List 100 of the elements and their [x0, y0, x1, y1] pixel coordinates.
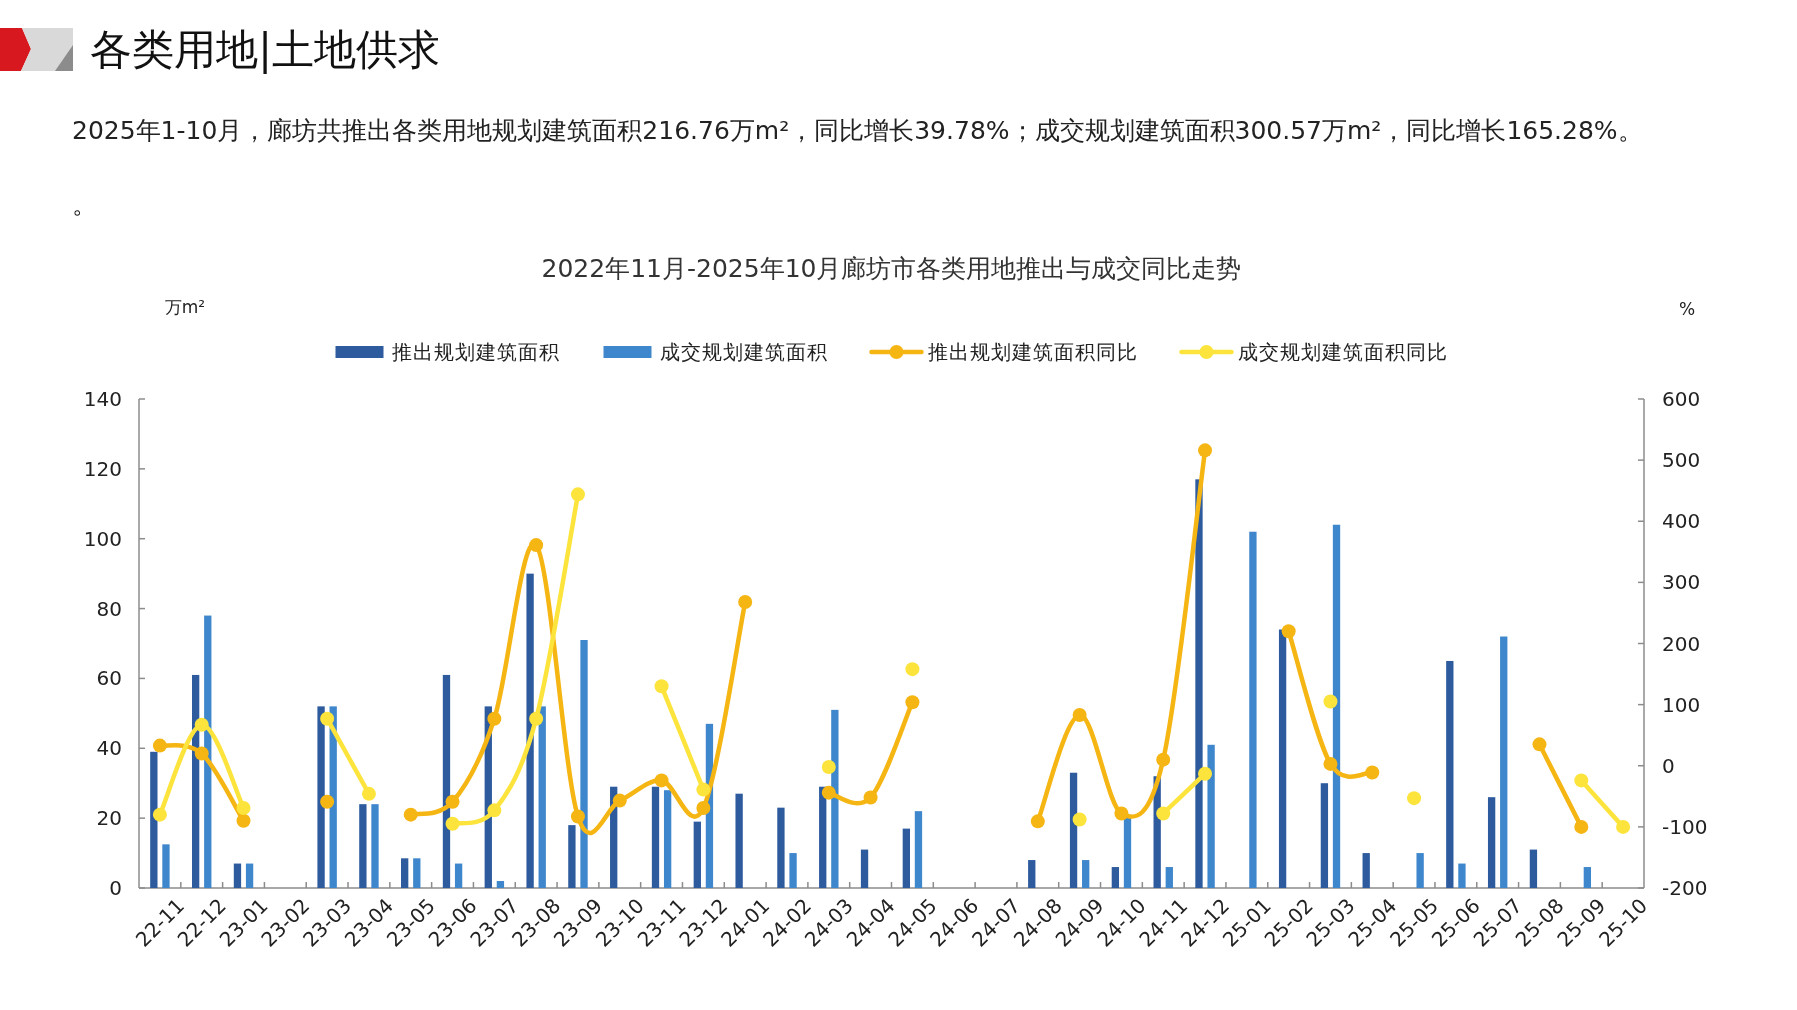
y2tick: 0: [1662, 753, 1675, 778]
point: [529, 711, 544, 726]
bar: [162, 844, 170, 888]
bar: [413, 858, 421, 888]
title: 2022年11月-2025年10月廊坊市各类用地推出与成交同比走势: [541, 253, 1242, 283]
bar: [693, 821, 701, 888]
point: [654, 773, 669, 788]
point: [654, 679, 669, 694]
bar: [150, 751, 158, 888]
point: [487, 803, 502, 818]
y2tick: 500: [1662, 448, 1701, 473]
point: [863, 790, 878, 805]
point: [1574, 773, 1589, 788]
point: [1156, 752, 1171, 767]
bar: [359, 804, 367, 888]
bar: [1529, 849, 1538, 888]
point: [570, 487, 585, 502]
bar: [538, 706, 546, 888]
legend-label: 成交规划建筑面积同比: [1237, 340, 1448, 364]
y2tick: -200: [1662, 876, 1708, 900]
bar: [860, 849, 869, 888]
ytick: 20: [96, 806, 122, 831]
bar: [1111, 867, 1120, 888]
bar: [1207, 744, 1215, 888]
point: [696, 782, 711, 797]
bar: [1028, 860, 1036, 888]
annotation: 。: [72, 189, 97, 219]
point: [1030, 814, 1045, 829]
bar: [568, 825, 576, 888]
bar: [777, 807, 785, 888]
y2tick: 300: [1662, 570, 1701, 595]
bar: [1165, 867, 1173, 888]
point: [612, 793, 627, 808]
point: [905, 662, 920, 677]
point: [1323, 756, 1338, 771]
bar: [663, 790, 672, 888]
point: [236, 800, 251, 815]
point: [152, 807, 167, 822]
bar: [1249, 531, 1257, 888]
point: [1198, 443, 1213, 458]
ytick: 40: [96, 736, 122, 761]
bar: [245, 863, 254, 888]
point: [152, 738, 167, 753]
y2tick: 400: [1662, 509, 1701, 534]
ytick: 0: [109, 876, 122, 900]
bar: [1069, 772, 1078, 888]
y2tick: 600: [1662, 387, 1701, 411]
point: [236, 813, 251, 828]
bar: [1082, 860, 1090, 888]
bar: [1500, 636, 1508, 888]
ytick: 140: [83, 387, 122, 411]
point: [1574, 819, 1589, 834]
point: [696, 800, 711, 815]
bar: [1362, 853, 1370, 888]
ytick: 80: [96, 596, 122, 621]
bar: [454, 863, 463, 888]
annotation: 各类用地|土地供求: [90, 24, 441, 74]
annotation: 2025年1-10月，廊坊共推出各类用地规划建筑面积216.76万m²，同比增长39.78%；成交规划建筑面积300.57万m²，同比增长165.28%。: [72, 115, 1643, 145]
y2tick: -100: [1662, 814, 1708, 839]
point: [320, 711, 335, 726]
legend-label: 推出规划建筑面积: [391, 340, 560, 364]
bar: [819, 786, 827, 888]
bar: [1416, 853, 1424, 888]
point: [821, 785, 836, 800]
bar: [914, 811, 923, 888]
bar: [401, 858, 409, 888]
ylabel: 万m²: [164, 297, 206, 317]
bar: [651, 786, 660, 888]
bar: [1332, 524, 1341, 888]
point: [738, 594, 753, 609]
point: [445, 794, 460, 809]
bar: [496, 881, 505, 888]
legend-label: 推出规划建筑面积同比: [927, 340, 1138, 364]
bar: [902, 828, 910, 888]
point: [445, 816, 460, 831]
point: [1365, 765, 1380, 780]
point: [821, 759, 836, 774]
point: [194, 717, 209, 732]
bar: [1487, 797, 1496, 888]
bar: [1458, 863, 1466, 888]
y2tick: 200: [1662, 631, 1701, 656]
point: [403, 807, 418, 822]
bar: [1583, 867, 1592, 888]
point: [1323, 694, 1338, 709]
bar: [233, 863, 242, 888]
y2tick: 100: [1662, 692, 1701, 717]
bar: [1278, 629, 1287, 888]
point: [1198, 766, 1213, 781]
ytick: 60: [96, 666, 122, 691]
point: [905, 695, 920, 710]
point: [487, 711, 502, 726]
point: [1072, 812, 1087, 827]
bar: [1446, 660, 1454, 888]
point: [1281, 624, 1296, 639]
bar: [526, 573, 534, 888]
y2label: %: [1678, 299, 1696, 319]
point: [361, 786, 376, 801]
point: [1616, 819, 1631, 834]
ytick: 120: [83, 456, 122, 481]
ytick: 100: [83, 526, 122, 551]
